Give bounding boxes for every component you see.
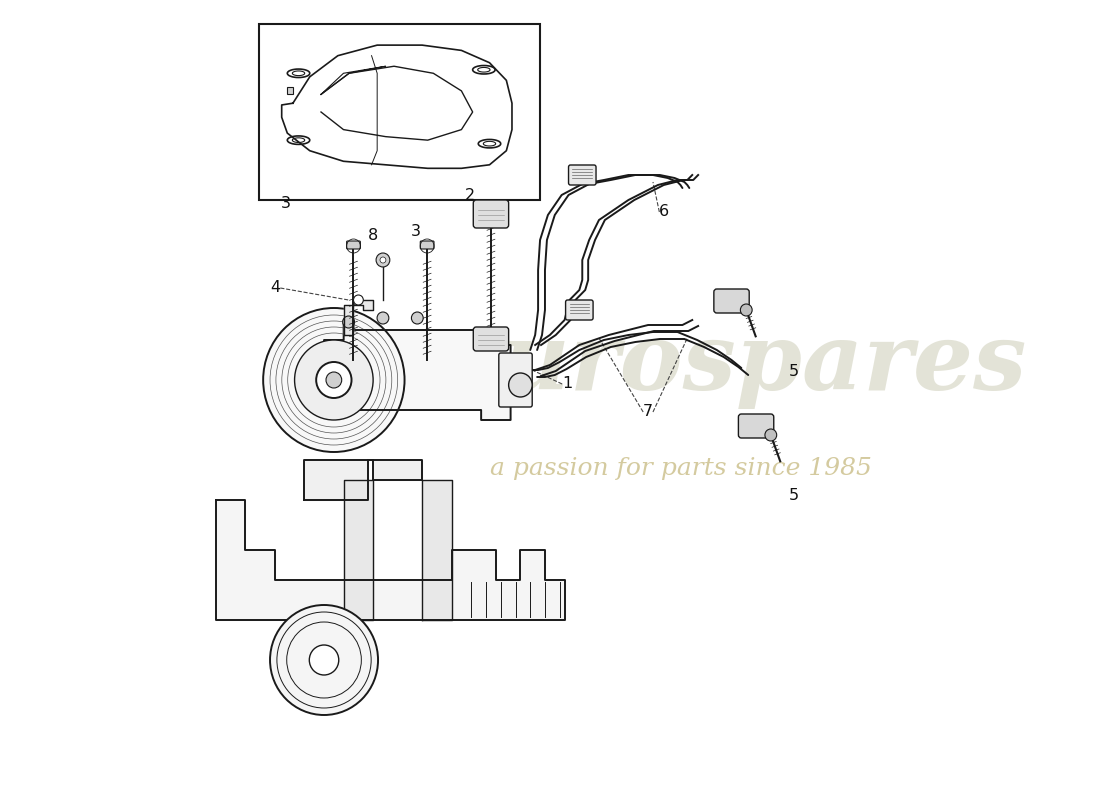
Polygon shape — [343, 300, 373, 335]
Circle shape — [309, 645, 339, 675]
Text: 1: 1 — [562, 377, 572, 391]
Text: 5: 5 — [789, 489, 799, 503]
Text: a passion for parts since 1985: a passion for parts since 1985 — [490, 457, 871, 479]
Text: 5: 5 — [789, 365, 799, 379]
FancyBboxPatch shape — [473, 327, 508, 351]
Circle shape — [295, 340, 373, 420]
Circle shape — [508, 373, 532, 397]
FancyBboxPatch shape — [738, 414, 773, 438]
Text: 3: 3 — [410, 225, 421, 239]
Polygon shape — [422, 480, 452, 620]
Circle shape — [270, 605, 378, 715]
Circle shape — [379, 257, 386, 263]
FancyBboxPatch shape — [346, 241, 361, 249]
Polygon shape — [305, 460, 422, 500]
Circle shape — [343, 316, 354, 328]
Text: 7: 7 — [644, 405, 653, 419]
FancyBboxPatch shape — [498, 353, 532, 407]
FancyBboxPatch shape — [565, 300, 593, 320]
Circle shape — [376, 253, 389, 267]
FancyBboxPatch shape — [473, 200, 508, 228]
Circle shape — [377, 312, 388, 324]
FancyBboxPatch shape — [569, 165, 596, 185]
FancyBboxPatch shape — [420, 241, 434, 249]
FancyBboxPatch shape — [714, 289, 749, 313]
Polygon shape — [324, 320, 510, 420]
Text: eurospares: eurospares — [442, 319, 1027, 409]
Text: 4: 4 — [271, 281, 281, 295]
Text: 8: 8 — [367, 229, 377, 243]
Circle shape — [411, 312, 424, 324]
Text: 3: 3 — [282, 197, 292, 211]
FancyBboxPatch shape — [484, 206, 498, 214]
Bar — [260, 24, 540, 200]
Circle shape — [740, 304, 752, 316]
Circle shape — [326, 372, 342, 388]
Bar — [287, 87, 293, 94]
Text: 2: 2 — [465, 189, 475, 203]
Circle shape — [263, 308, 405, 452]
Circle shape — [764, 429, 777, 441]
Circle shape — [353, 295, 363, 305]
Polygon shape — [343, 480, 373, 620]
Polygon shape — [216, 500, 564, 620]
Circle shape — [316, 362, 352, 398]
Text: 6: 6 — [659, 205, 669, 219]
